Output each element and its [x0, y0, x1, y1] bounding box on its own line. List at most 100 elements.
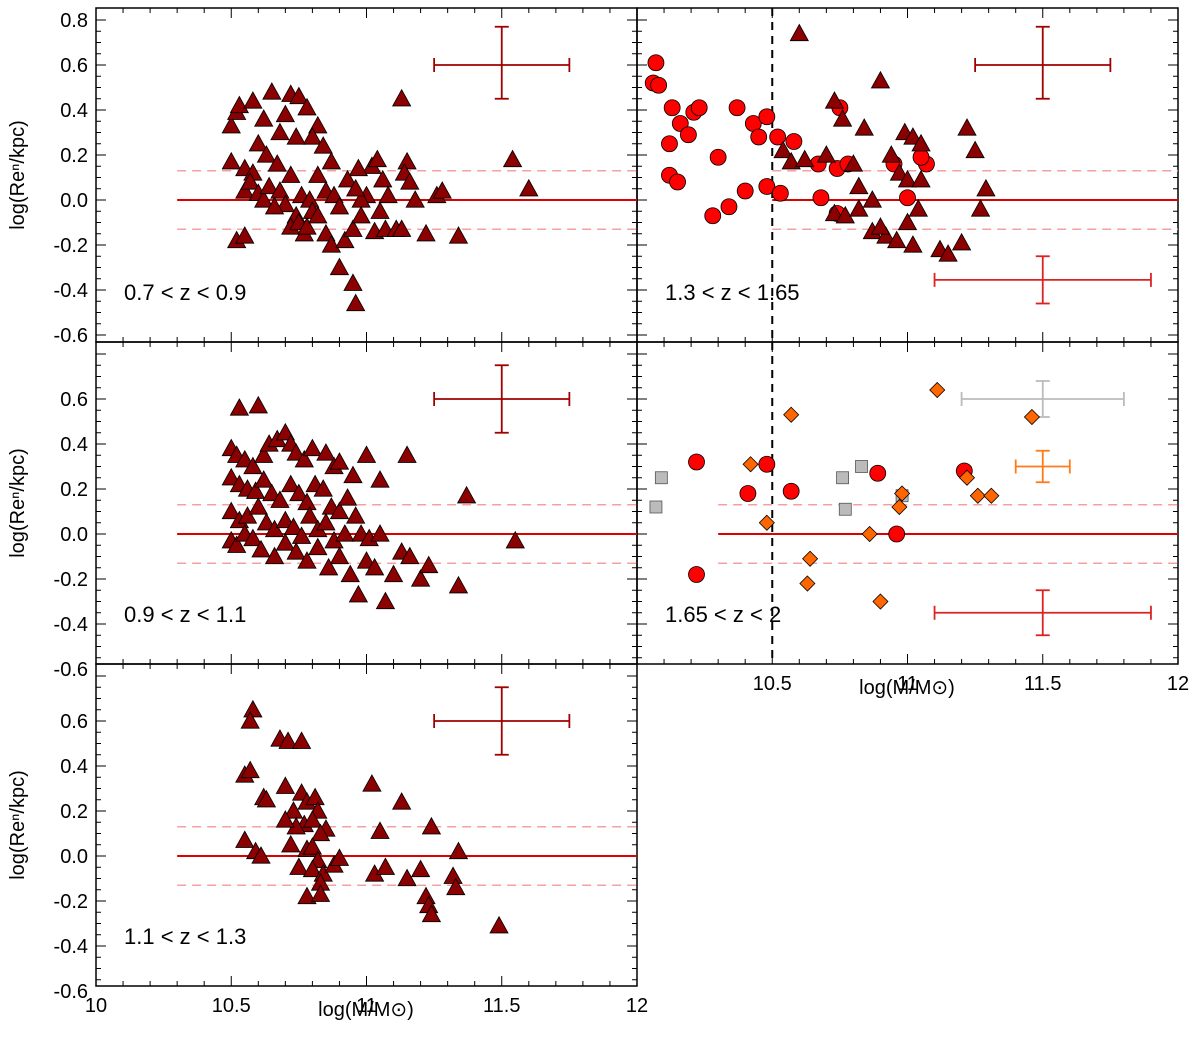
data-point-triangle: [229, 398, 250, 416]
data-point-circle: [647, 54, 665, 72]
data-point-triangle: [391, 88, 412, 107]
panel-label-p1: 0.7 < z < 0.9: [124, 280, 246, 305]
data-point-triangle: [421, 904, 442, 923]
data-point-circle: [758, 455, 776, 473]
y-tick-label: 0.6: [60, 55, 88, 77]
data-point-triangle: [275, 510, 296, 529]
data-point-square: [836, 471, 849, 485]
x-tick-label: 11.5: [1024, 673, 1061, 695]
data-point-circle: [785, 133, 803, 150]
data-point-triangle: [275, 776, 296, 794]
data-point-triangle: [329, 257, 350, 276]
panel-label-p5: 1.1 < z < 1.3: [124, 924, 246, 949]
panel-label-p4: 1.65 < z < 2: [665, 602, 781, 627]
data-point-triangle: [938, 244, 958, 262]
data-point-triangle: [348, 158, 369, 177]
data-point-triangle: [302, 810, 323, 828]
y-tick-label: -0.6: [54, 325, 88, 347]
data-point-triangle: [965, 140, 985, 159]
data-point-triangle: [849, 176, 869, 195]
data-point-circle: [739, 485, 757, 502]
data-point-triangle: [254, 109, 274, 127]
data-point-circle: [812, 189, 830, 207]
data-point-circle: [688, 566, 705, 583]
data-point-triangle: [316, 443, 336, 461]
data-point-triangle: [308, 537, 328, 556]
data-point-triangle: [876, 226, 896, 244]
plot-layer: 0.8 0.6 0.4 0.2 0.0 -0.2 -0.4 -0.6 0.6 0.4 0.2 0.0 -…: [54, 8, 1189, 1017]
data-point-triangle: [502, 149, 523, 168]
data-point-diamond: [861, 525, 878, 543]
data-point-diamond: [891, 498, 908, 516]
y-tick-label: 0.0: [60, 846, 88, 868]
data-point-triangle: [235, 226, 255, 244]
data-point-triangle: [337, 169, 358, 188]
y-tick-label: -0.4: [54, 614, 88, 636]
data-point-triangle: [310, 823, 331, 842]
data-point-triangle: [286, 127, 306, 145]
data-point-triangle: [321, 151, 342, 170]
data-point-circle: [688, 453, 705, 471]
data-point-triangle: [245, 481, 266, 499]
data-point-triangle: [446, 877, 466, 896]
data-point-square: [654, 471, 668, 485]
data-point-triangle: [302, 859, 323, 878]
data-point-triangle: [270, 181, 290, 199]
data-point-triangle: [275, 810, 296, 828]
data-point-triangle: [370, 821, 390, 839]
data-point-diamond: [742, 456, 759, 473]
data-point-triangle: [243, 91, 263, 109]
data-point-triangle: [889, 163, 910, 181]
x-tick-label: 12: [626, 995, 648, 1017]
data-point-triangle: [248, 497, 268, 515]
data-point-triangle: [248, 395, 268, 414]
data-point-triangle: [351, 205, 371, 224]
data-point-circle: [912, 148, 930, 166]
data-point-triangle: [951, 232, 972, 251]
y-axis-title-p5: log(Reⁿ/kpc): [7, 770, 29, 880]
y-tick-label: -0.2: [54, 569, 88, 591]
data-point-triangle: [264, 196, 285, 215]
x-tick-label: 10: [85, 995, 107, 1017]
data-point-triangle: [862, 190, 883, 208]
data-point-triangle: [346, 178, 366, 197]
data-point-triangle: [283, 801, 304, 819]
data-point-triangle: [416, 223, 436, 242]
data-point-triangle: [356, 551, 377, 569]
data-point-triangle: [505, 530, 525, 549]
data-point-triangle: [264, 519, 285, 538]
data-point-triangle: [251, 846, 271, 864]
data-point-triangle: [267, 154, 287, 172]
data-point-circle: [771, 184, 789, 202]
data-point-triangle: [275, 194, 296, 213]
data-point-triangle: [300, 506, 320, 524]
data-point-triangle: [254, 470, 274, 488]
data-point-triangle: [903, 127, 923, 145]
x-tick-label: 10.5: [212, 995, 251, 1017]
data-point-triangle: [281, 474, 301, 493]
data-point-triangle: [343, 219, 363, 237]
data-point-triangle: [835, 205, 855, 224]
data-point-triangle: [221, 151, 241, 170]
data-point-diamond: [872, 593, 889, 610]
data-point-triangle: [240, 760, 260, 779]
data-point-square: [855, 460, 868, 473]
y-tick-label: 0.0: [60, 524, 88, 546]
data-point-triangle: [410, 569, 431, 587]
data-point-diamond: [802, 550, 819, 567]
data-point-triangle: [335, 230, 355, 249]
data-point-triangle: [318, 557, 339, 576]
data-point-triangle: [297, 97, 317, 116]
data-point-triangle: [270, 490, 290, 508]
data-point-triangle: [391, 219, 412, 237]
data-point-triangle: [308, 165, 328, 183]
data-point-circle: [690, 99, 708, 117]
data-point-triangle: [908, 199, 928, 217]
data-point-triangle: [302, 127, 323, 145]
y-tick-label: 0.8: [60, 10, 88, 32]
data-point-triangle: [870, 70, 891, 89]
data-point-triangle: [289, 483, 309, 502]
data-point-triangle: [289, 86, 309, 105]
data-point-triangle: [243, 699, 263, 718]
data-point-triangle: [397, 151, 417, 170]
